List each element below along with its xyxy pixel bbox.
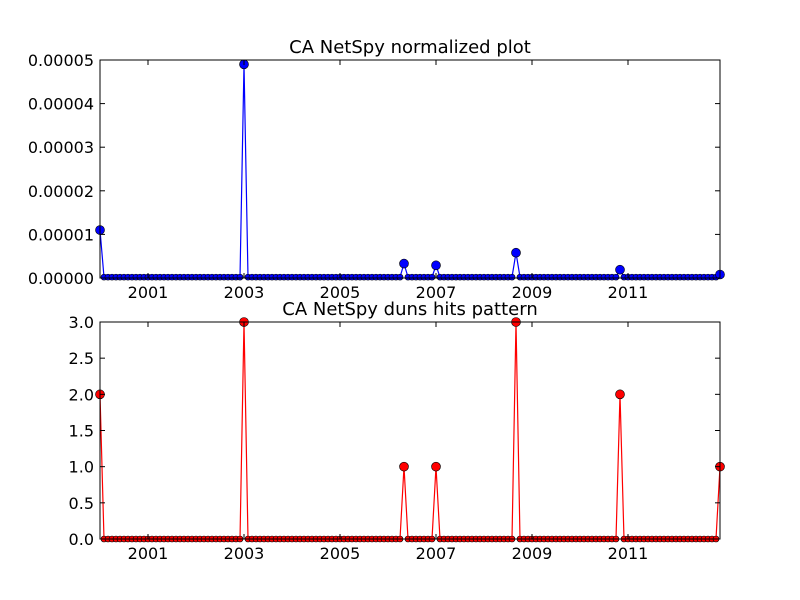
x-tick-label: 2001 [128, 283, 169, 302]
y-tick-label: 0.00003 [28, 138, 94, 157]
data-point [431, 260, 441, 271]
plot-frame [99, 59, 721, 279]
y-tick-label: 1.5 [69, 422, 94, 441]
x-tick-label: 2003 [224, 544, 265, 563]
data-point [236, 273, 244, 281]
data-point [612, 273, 620, 281]
y-tick-label: 0.00004 [28, 95, 94, 114]
y-tick-label: 0.0 [69, 530, 94, 549]
x-tick-label: 2009 [512, 283, 553, 302]
data-point [615, 389, 625, 400]
x-tick-label: 2003 [224, 283, 265, 302]
axis-ticks: 0.00000 0.00001 0.00002 0.00003 0.00004 0.000… [28, 51, 720, 302]
y-tick-label: 2.5 [69, 349, 94, 368]
y-tick-label: 2.0 [69, 385, 94, 404]
data-point [399, 461, 409, 472]
data-point [396, 273, 404, 281]
chart-normalized: CA NetSpy normalized plot 0.00000 0.00001… [28, 37, 725, 302]
chart-duns-hits: CA NetSpy duns hits pattern 0.0 0.5 1.0 1.5… [69, 299, 725, 563]
y-tick-label: 0.00000 [28, 269, 94, 288]
axis-ticks: 0.0 0.5 1.0 1.5 2.0 2.5 3.0 2001 2003 2005 2007 200… [69, 313, 720, 563]
y-tick-label: 0.5 [69, 494, 94, 513]
y-tick-label: 1.0 [69, 458, 94, 477]
y-tick-label: 0.00001 [28, 225, 94, 244]
chart-marks [95, 59, 725, 281]
x-tick-label: 2011 [608, 544, 649, 563]
chart-title: CA NetSpy normalized plot [289, 37, 531, 58]
data-point [399, 258, 409, 269]
x-tick-label: 2001 [128, 544, 169, 563]
x-tick-label: 2009 [512, 544, 553, 563]
y-tick-label: 0.00002 [28, 182, 94, 201]
data-point [511, 247, 521, 258]
data-point [508, 273, 516, 281]
x-tick-label: 2007 [416, 283, 457, 302]
x-tick-label: 2005 [320, 283, 361, 302]
x-tick-label: 2005 [320, 544, 361, 563]
data-point [615, 264, 625, 275]
x-tick-label: 2011 [608, 283, 649, 302]
data-point [428, 273, 436, 281]
data-point [431, 461, 441, 472]
y-tick-label: 0.00005 [28, 51, 94, 70]
x-tick-label: 2007 [416, 544, 457, 563]
chart-title: CA NetSpy duns hits pattern [282, 299, 537, 320]
y-tick-label: 3.0 [69, 313, 94, 332]
